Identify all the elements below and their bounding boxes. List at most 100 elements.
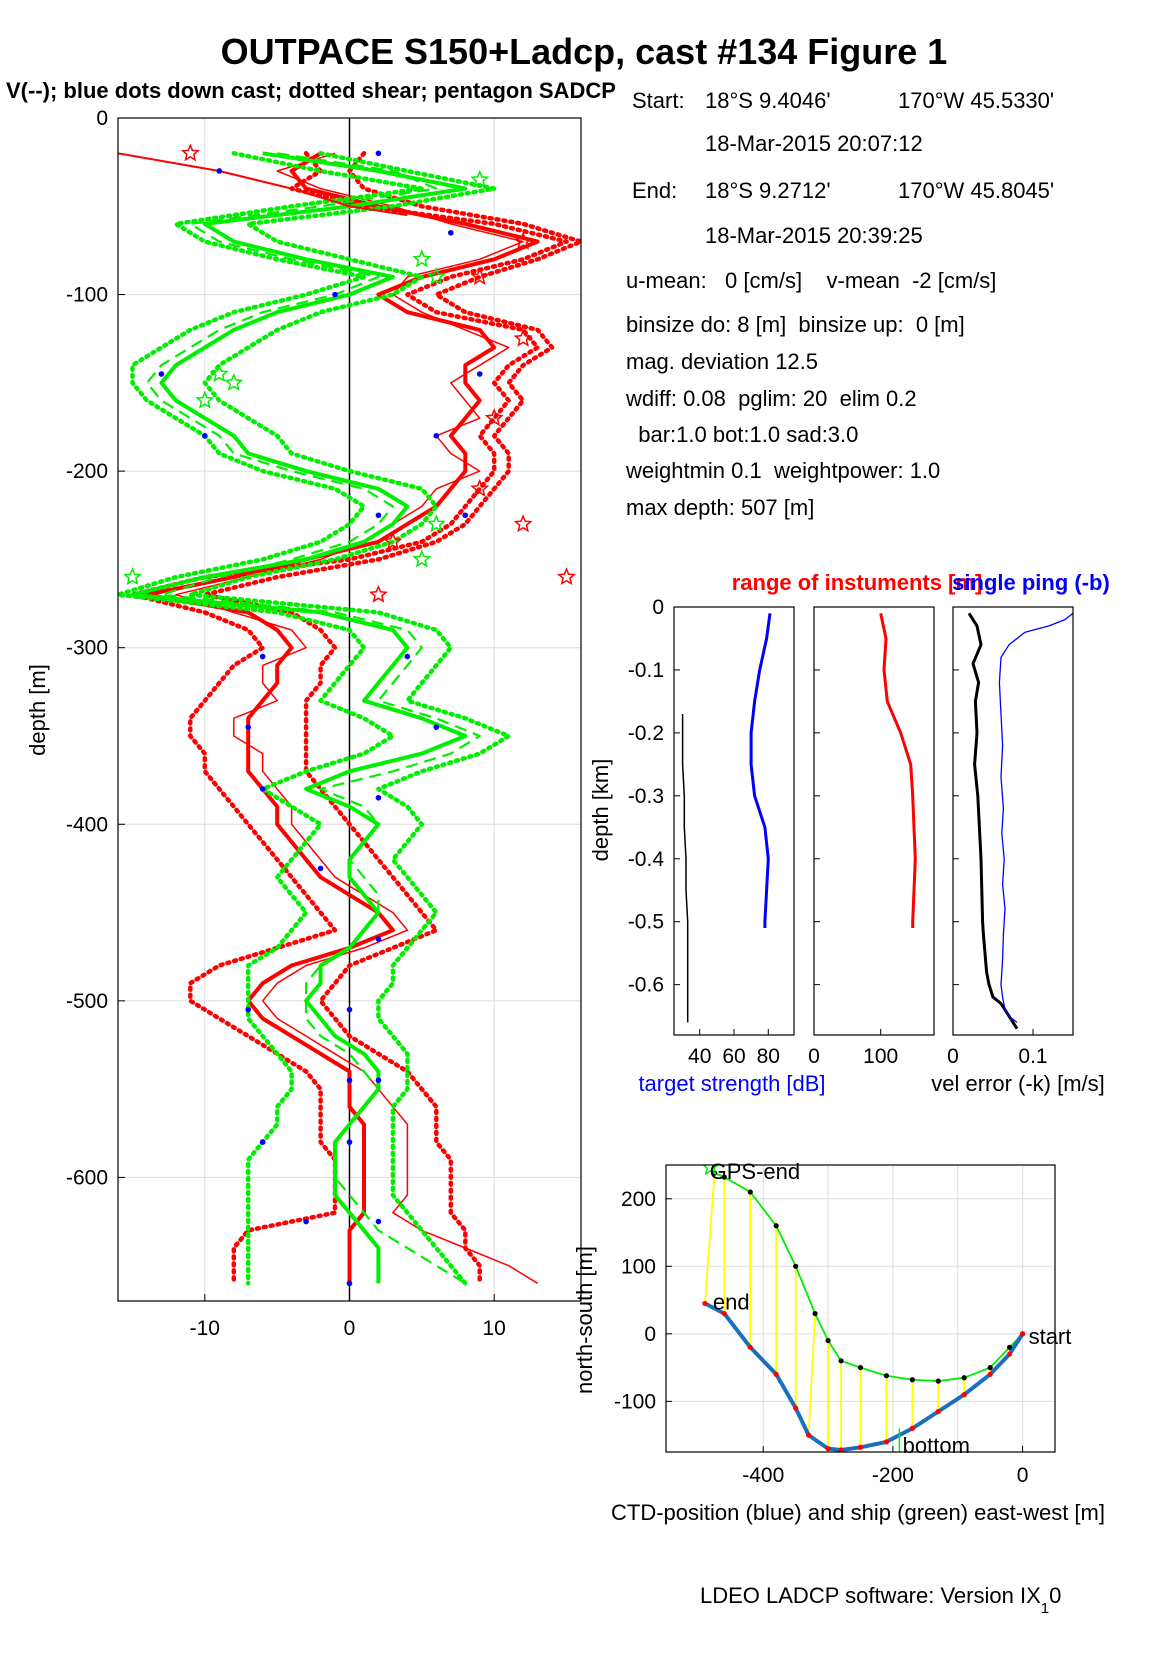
sadcp-marker-green xyxy=(123,567,142,586)
vel-error-plot: 0 0.1 single ping (-b) vel error (-k) [m/… xyxy=(931,570,1110,1096)
ship-point xyxy=(961,1375,967,1381)
y-tick-label: -0.6 xyxy=(628,974,664,997)
ctd-track xyxy=(703,1301,1025,1452)
position-xlabel: CTD-position (blue) and ship (green) eas… xyxy=(611,1500,1105,1525)
end-label: end xyxy=(713,1289,750,1314)
downcast-dot xyxy=(375,1077,382,1084)
sadcp-marker-red xyxy=(368,584,388,603)
info-start-label: Start: xyxy=(632,88,685,113)
profile-line-red xyxy=(202,151,581,1286)
info-start-lat: 18°S 9.4046' xyxy=(705,88,831,113)
range-frame xyxy=(813,606,935,1036)
footer-text: LDEO LADCP software: Version IX10 xyxy=(700,1583,1061,1617)
info-start-time: 18-Mar-2015 20:07:12 xyxy=(705,131,923,156)
downcast-dot xyxy=(375,150,382,157)
sadcp-marker-green xyxy=(412,549,432,568)
footer-sub: 1 xyxy=(1041,1600,1049,1617)
downcast-dot xyxy=(375,794,382,801)
downcast-dot xyxy=(245,1006,252,1013)
downcast-dot xyxy=(346,1006,353,1013)
vel-error-frame xyxy=(952,606,1074,1036)
downcast-dot xyxy=(245,724,252,730)
profile-line-blue xyxy=(998,612,1073,1023)
downcast-dot xyxy=(404,653,411,660)
profile-line-green xyxy=(130,151,468,1284)
vel-error-xlabel: vel error (-k) [m/s] xyxy=(931,1071,1105,1096)
range-title: range of instuments [m] xyxy=(732,570,983,595)
ship-point xyxy=(935,1378,941,1384)
downcast-dot xyxy=(433,724,440,730)
profile-line-green xyxy=(145,152,481,1285)
gps-end-label: GPS-end xyxy=(710,1159,801,1184)
ship-point xyxy=(793,1263,799,1269)
ctd-point xyxy=(806,1432,812,1438)
profile-line-red xyxy=(130,151,569,1286)
profile-line-black xyxy=(681,714,689,1023)
target-strength-frame xyxy=(673,606,795,1036)
footer-main: LDEO LADCP software: Version IX xyxy=(700,1583,1041,1608)
info-line: wdiff: 0.08 pglim: 20 elim 0.2 xyxy=(625,386,917,411)
y-tick-label: -500 xyxy=(66,990,108,1013)
ctd-point xyxy=(838,1447,844,1452)
profile-line-black xyxy=(967,612,1019,1030)
ship-point xyxy=(812,1310,818,1317)
y-tick-label: -100 xyxy=(66,284,108,307)
downcast-dot xyxy=(259,786,266,792)
downcast-dot xyxy=(346,1280,353,1287)
ctd-point xyxy=(935,1408,941,1415)
downcast-dot xyxy=(447,229,454,236)
info-line: bar:1.0 bot:1.0 sad:3.0 xyxy=(626,422,858,447)
downcast-dot xyxy=(303,1218,309,1225)
ship-ctd-connector xyxy=(807,1313,817,1436)
ship-point xyxy=(773,1223,779,1229)
sadcp-marker-red xyxy=(180,143,200,162)
footer: LDEO LADCP software: Version IX10 xyxy=(700,1583,1061,1617)
info-line: mag. deviation 12.5 xyxy=(626,349,818,374)
target-strength-ylabel: depth [km] xyxy=(588,759,613,862)
sadcp-marker-green xyxy=(209,364,229,383)
sadcp-marker-green xyxy=(224,373,244,391)
sadcp-marker-red xyxy=(484,408,504,427)
target-strength-xlabel: target strength [dB] xyxy=(638,1071,825,1096)
single-ping-title: single ping (-b) xyxy=(952,570,1110,595)
ship-track xyxy=(714,1172,1024,1383)
ctd-point xyxy=(825,1446,831,1452)
sadcp-marker-red xyxy=(513,231,533,250)
y-tick-label: -600 xyxy=(66,1166,108,1189)
y-tick-label: -0.5 xyxy=(628,911,664,934)
downcast-dot xyxy=(202,433,208,439)
x-tick-label: 0 xyxy=(947,1045,959,1068)
sadcp-marker-red xyxy=(513,328,533,347)
sadcp-marker-red xyxy=(383,531,403,550)
ship-ctd-connector xyxy=(704,1173,716,1304)
start-label: start xyxy=(1029,1324,1072,1349)
figure-subtitle: V(--); blue dots down cast; dotted shear… xyxy=(6,78,616,103)
y-tick-label: 0 xyxy=(652,596,664,619)
info-line: max depth: 507 [m] xyxy=(626,495,814,520)
sadcp-marker-red xyxy=(557,567,576,586)
y-tick-label: 100 xyxy=(621,1255,656,1278)
y-tick-label: -0.1 xyxy=(628,659,664,682)
y-tick-label: 200 xyxy=(621,1188,656,1211)
ctd-point xyxy=(909,1425,915,1431)
ship-point xyxy=(825,1337,831,1344)
x-tick-label: -400 xyxy=(742,1464,784,1487)
ctd-point xyxy=(961,1392,967,1398)
position-plot: -400 -200 0 200 100 0 -100 start end GPS-end bott… xyxy=(572,1159,1105,1525)
info-end-label: End: xyxy=(632,178,677,203)
downcast-dot xyxy=(433,433,440,439)
ship-point xyxy=(1007,1344,1013,1350)
downcast-dot xyxy=(158,371,165,377)
y-tick-label: -0.3 xyxy=(628,785,664,808)
downcast-dot xyxy=(346,1077,353,1084)
velocity-profile-plot: -10 0 100-100-200-300-400-500-600 depth [m… xyxy=(25,107,582,1340)
ship-point xyxy=(857,1364,864,1371)
info-start-lon: 170°W 45.5330' xyxy=(898,88,1054,113)
info-line: binsize do: 8 [m] binsize up: 0 [m] xyxy=(626,312,965,337)
y-tick-label: -0.4 xyxy=(628,848,665,871)
y-tick-label: -100 xyxy=(614,1390,656,1413)
info-end-time: 18-Mar-2015 20:39:25 xyxy=(705,223,923,248)
profile-line-red xyxy=(144,151,540,1284)
sadcp-marker-green xyxy=(426,514,446,533)
downcast-dot xyxy=(375,512,382,519)
